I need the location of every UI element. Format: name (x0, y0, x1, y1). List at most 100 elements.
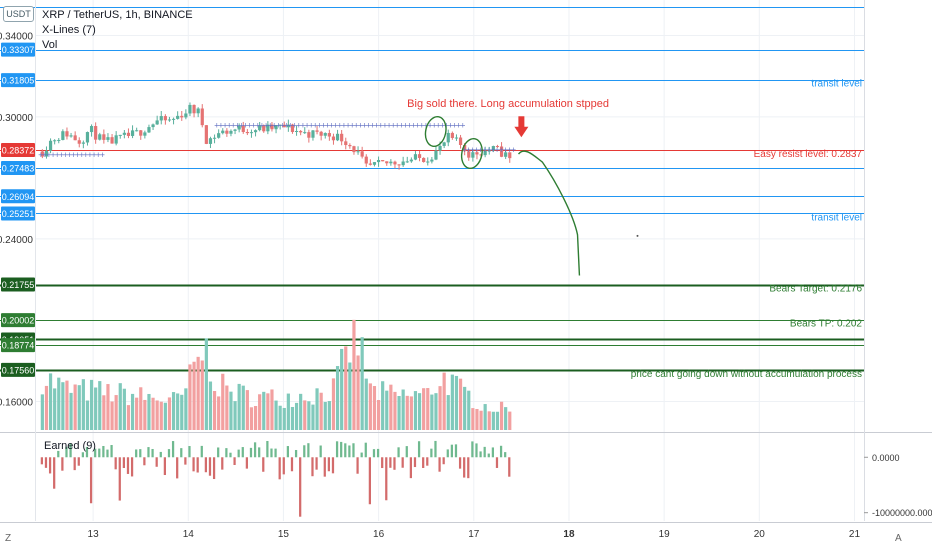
xline-marker: + (62, 151, 68, 159)
volume-bar (381, 381, 385, 430)
volume-bar (479, 410, 483, 430)
currency-badge[interactable]: USDT (3, 6, 34, 22)
earned-bar (73, 457, 76, 471)
xline-marker: + (498, 146, 504, 154)
candle-body (491, 146, 495, 151)
down-arrow-shaft (518, 116, 525, 128)
earned-bar (69, 443, 72, 458)
volume-bar (327, 401, 331, 430)
earned-bar (299, 457, 302, 517)
volume-bar (48, 373, 53, 430)
volume-bar (430, 394, 434, 430)
drawings[interactable] (423, 115, 639, 276)
earned-bar (434, 440, 437, 458)
earned-bar (290, 457, 294, 472)
volume-bar (253, 406, 258, 430)
indicator-vol-label[interactable]: Vol (42, 39, 58, 51)
volume-bar (487, 411, 491, 430)
volume-bar (126, 405, 131, 430)
earned-bar (463, 457, 466, 478)
level-price-tag (1, 161, 35, 176)
volume-bar (204, 338, 208, 430)
earned-bar (348, 445, 351, 458)
timezone-glyph[interactable]: Z (5, 533, 12, 544)
level-price-tag-text: 0.21755 (2, 280, 35, 290)
axis-labels: 0.34000 0.30000 0.24000 0.16000 0.33307 0.318… (0, 32, 932, 540)
earned-bar (385, 457, 388, 501)
volume-bar (225, 385, 229, 430)
candle-body (368, 163, 372, 165)
level-price-tag (1, 142, 35, 157)
candle-body (151, 124, 155, 128)
xline-marker: + (296, 122, 302, 130)
xline-marker: + (263, 122, 269, 130)
level-annotation: Easy resist level: 0.2837 (754, 149, 863, 160)
volume-bar (401, 389, 405, 430)
y-tick-label: 0.24000 (0, 235, 33, 246)
highlight-circle-1 (424, 115, 447, 148)
xline-marker: + (470, 146, 476, 154)
xline-marker: + (54, 151, 60, 159)
candle-body (262, 125, 266, 132)
earned-bar (487, 453, 490, 458)
volume-bar (212, 391, 217, 430)
candle-body (422, 157, 426, 163)
earned-bar (196, 457, 199, 473)
volume-bar (458, 378, 463, 430)
xline-marker: + (50, 151, 56, 159)
y-tick-label: 0.16000 (0, 398, 33, 409)
earned-bar (262, 457, 265, 472)
earned-bar (180, 448, 183, 458)
volume-bar (319, 392, 323, 430)
auto-scale-glyph[interactable]: A (895, 533, 902, 544)
volume-bar (495, 411, 500, 430)
earned-bar (212, 457, 216, 480)
down-arrow-head (514, 126, 529, 138)
earned-bar (409, 457, 412, 479)
candle-body (360, 151, 364, 157)
xline-marker: + (411, 122, 417, 130)
xline-marker: + (366, 122, 372, 130)
xline-marker: + (238, 122, 244, 130)
earned-bar (311, 457, 314, 477)
xline-marker: + (99, 151, 105, 159)
volume-bar (331, 378, 336, 430)
volume-bar (282, 407, 286, 430)
candle-body (413, 154, 418, 160)
candle-body (364, 156, 368, 164)
volume-bar (122, 388, 126, 430)
candle-body (212, 137, 217, 139)
xline-marker: + (218, 122, 224, 130)
candle-body (65, 131, 69, 137)
candle-body (442, 142, 446, 146)
candle-body (118, 134, 122, 136)
xline-marker: + (398, 122, 404, 130)
candle-body (417, 154, 422, 158)
xline-marker: + (461, 146, 467, 154)
volume-bar (40, 394, 44, 430)
earned-bar (188, 446, 191, 458)
earned-bar (417, 441, 421, 458)
earned-bar (155, 457, 158, 467)
x-tick-label: 16 (373, 529, 385, 540)
candle-body (61, 131, 65, 140)
candle-body (274, 125, 278, 130)
earned-bar (233, 457, 236, 465)
indicator-xlines-label[interactable]: X-Lines (7) (42, 24, 96, 36)
symbol-title[interactable]: XRP / TetherUS, 1h, BINANCE (42, 9, 193, 21)
volume-bar (426, 388, 430, 430)
forecast-path (517, 150, 581, 276)
earned-bar (139, 449, 142, 458)
volume-bar (44, 385, 49, 430)
xline-marker: + (394, 122, 400, 130)
earned-title: Earned (9) (44, 440, 96, 452)
earned-bar (208, 457, 212, 476)
earned-bar (335, 441, 339, 458)
volume-bar (340, 348, 344, 430)
horizontal-levels[interactable] (0, 7, 864, 372)
candle-body (303, 132, 307, 134)
earned-bar (253, 442, 257, 458)
earned-bar (450, 444, 453, 458)
